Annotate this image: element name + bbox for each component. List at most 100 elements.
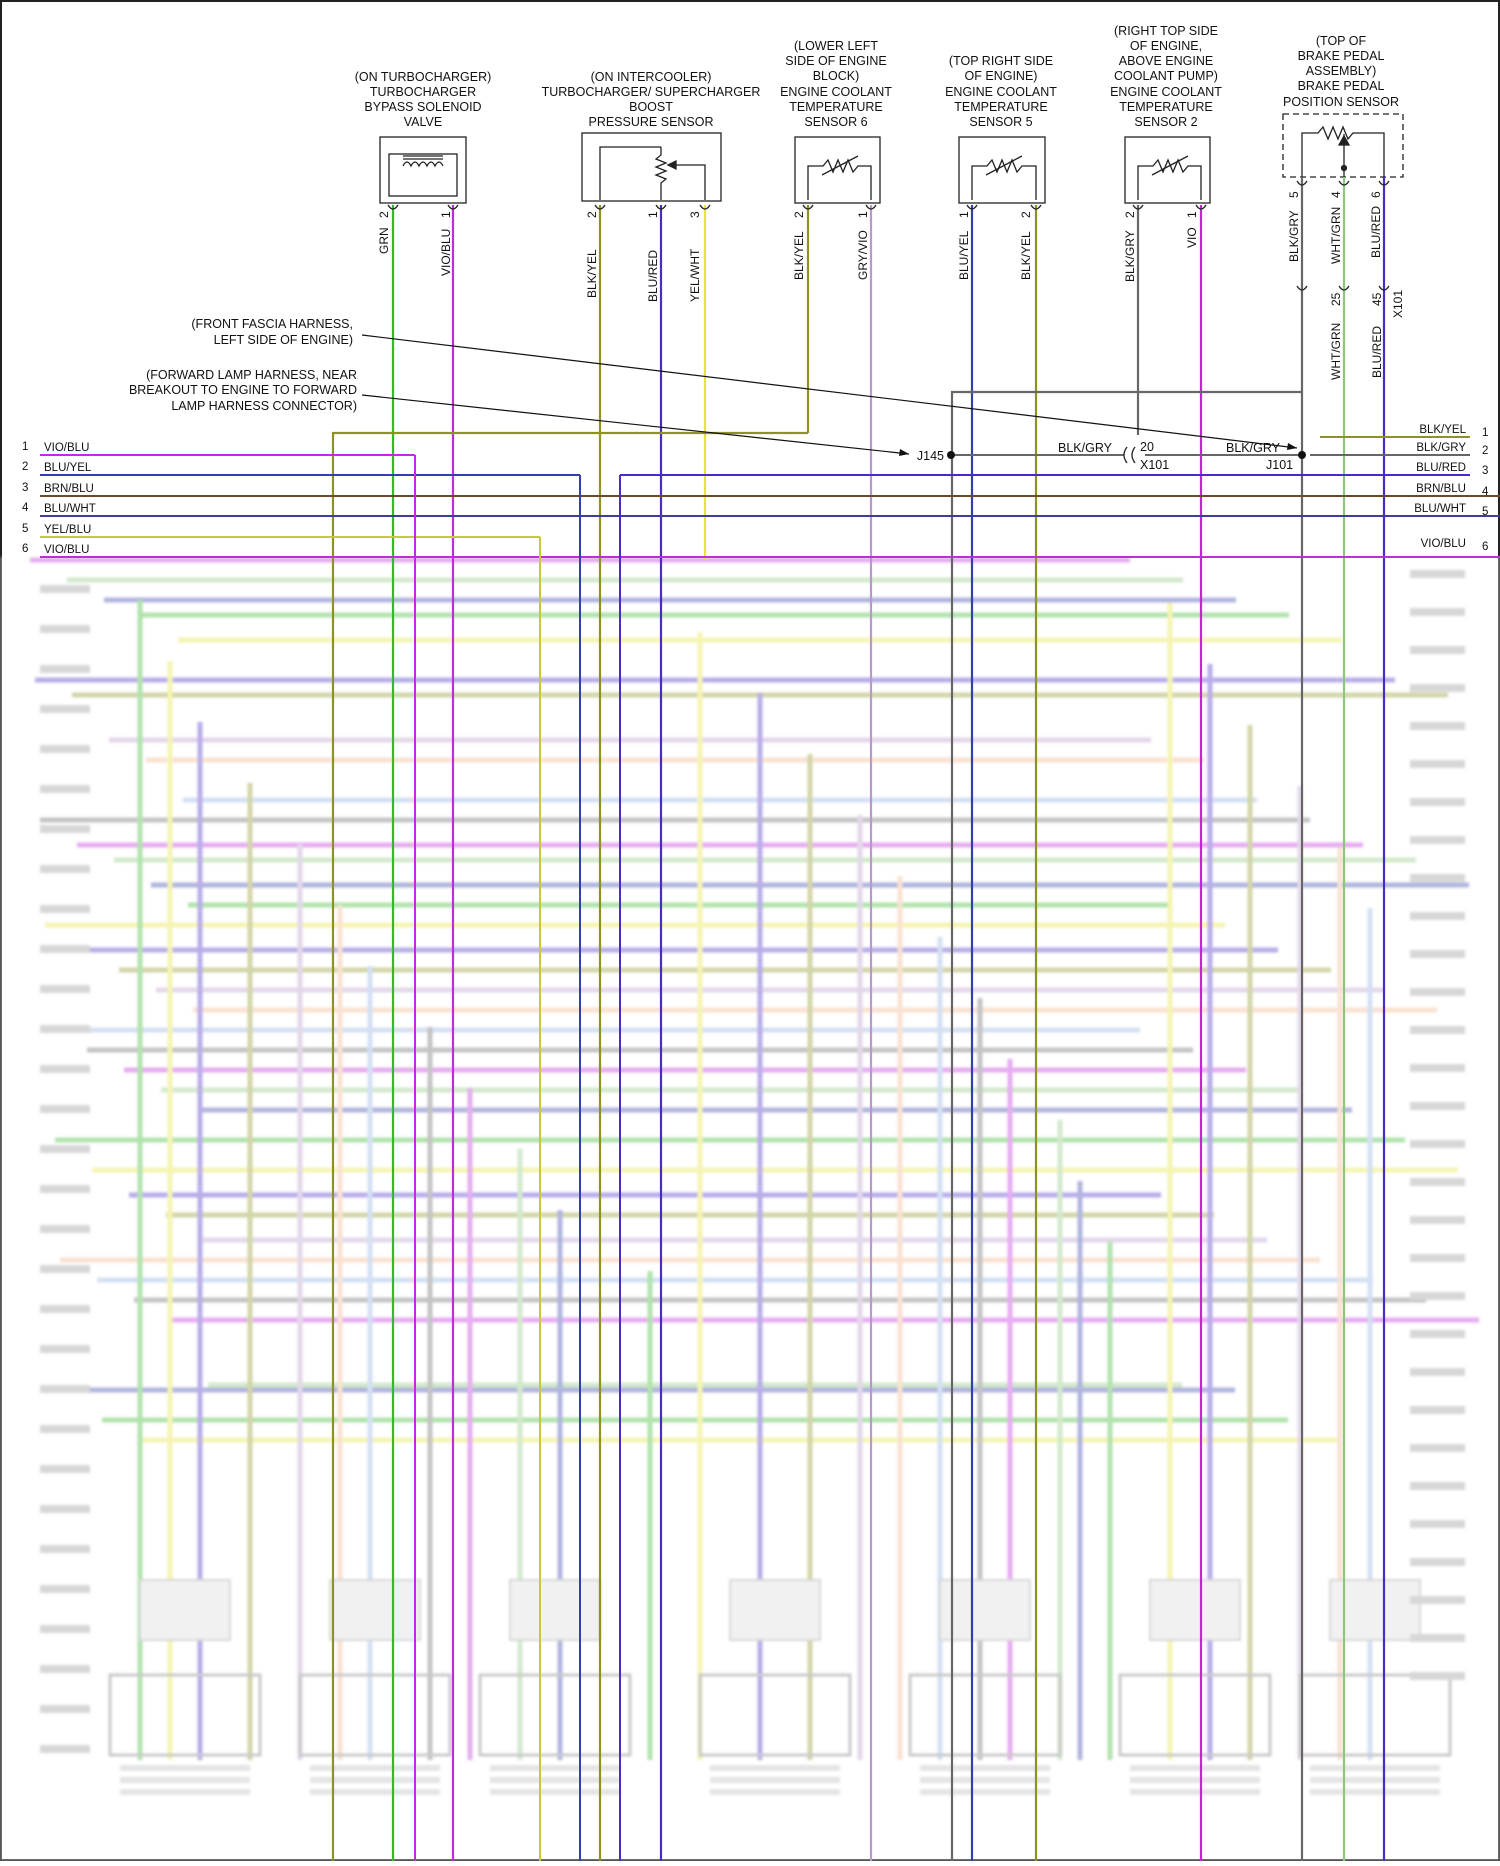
ect5-label-line: (TOP RIGHT SIDE bbox=[949, 54, 1053, 68]
bus-wire-label: BLU/YEL bbox=[44, 462, 92, 474]
wire-label: YEL/WHT bbox=[688, 248, 702, 302]
ect6-label-line: TEMPERATURE bbox=[789, 100, 883, 114]
obscured-label bbox=[1410, 1482, 1465, 1490]
obscured-label bbox=[40, 1185, 90, 1193]
obscured-label bbox=[40, 785, 90, 793]
obscured-label bbox=[40, 1385, 90, 1393]
wire-label: VIO/BLU bbox=[439, 229, 453, 276]
boost-pressure-sensor bbox=[581, 132, 722, 202]
bus-pin-number: 2 bbox=[22, 461, 28, 473]
obscured-caption bbox=[1130, 1789, 1260, 1795]
ect2-label-line: (RIGHT TOP SIDE bbox=[1114, 24, 1218, 38]
obscured-label bbox=[1410, 646, 1465, 654]
pin-number: 2 bbox=[585, 211, 599, 218]
bus-wire-label: BLU/WHT bbox=[44, 503, 96, 515]
bypass-label-line: BYPASS SOLENOID bbox=[364, 100, 481, 114]
obscured-caption bbox=[310, 1777, 440, 1783]
obscured-label bbox=[40, 1305, 90, 1313]
obscured-caption bbox=[120, 1777, 250, 1783]
obscured-label bbox=[40, 1665, 90, 1673]
ect2-label-line: ENGINE COOLANT bbox=[1110, 85, 1222, 99]
bus-wire-label: BRN/BLU bbox=[1416, 483, 1466, 495]
obscured-label bbox=[1410, 684, 1465, 692]
bus-pin-number: 3 bbox=[1482, 465, 1488, 477]
pin-number: 25 bbox=[1329, 292, 1343, 306]
splice-j145-label: J145 bbox=[917, 449, 944, 463]
connector-terminal bbox=[594, 204, 606, 210]
splice-wire-label: BLK/GRY bbox=[1058, 441, 1113, 455]
ect6-label-line: ENGINE COOLANT bbox=[780, 85, 892, 99]
pin-number: 1 bbox=[1185, 211, 1199, 218]
obscured-label bbox=[40, 985, 90, 993]
obscured-label bbox=[1410, 1444, 1465, 1452]
boost-label-line: TURBOCHARGER/ SUPERCHARGER bbox=[542, 85, 761, 99]
ect-sensor-5 bbox=[958, 136, 1046, 204]
obscured-lower-region bbox=[0, 557, 1500, 1861]
component-wire bbox=[950, 390, 1302, 1861]
obscured-label bbox=[1410, 798, 1465, 806]
obscured-component bbox=[478, 1673, 632, 1757]
obscured-label bbox=[1410, 570, 1465, 578]
obscured-label bbox=[40, 745, 90, 753]
obscured-component bbox=[298, 1673, 452, 1757]
obscured-connector bbox=[729, 1579, 821, 1641]
obscured-caption bbox=[710, 1765, 840, 1771]
forward-lamp-note: LAMP HARNESS CONNECTOR) bbox=[171, 399, 357, 413]
obscured-label bbox=[1410, 1634, 1465, 1642]
obscured-caption bbox=[490, 1777, 620, 1783]
bus-pin-number: 3 bbox=[22, 482, 28, 494]
bus-labels: 1 VIO/BLU 2 BLU/YEL 3 BRN/BLU 4 BLU/WHT 5 YEL/BLU… bbox=[22, 424, 1489, 556]
bus-wire-label: BRN/BLU bbox=[44, 483, 94, 495]
obscured-label bbox=[40, 1105, 90, 1113]
wire-label: BLU/RED bbox=[646, 250, 660, 302]
obscured-label bbox=[40, 1545, 90, 1553]
obscured-label bbox=[1410, 988, 1465, 996]
bus-wire-label: VIO/BLU bbox=[44, 442, 89, 454]
connector-terminal bbox=[865, 204, 877, 210]
component-label-boost: (ON INTERCOOLER) TURBOCHARGER/ SUPERCHAR… bbox=[542, 70, 761, 129]
obscured-component bbox=[1118, 1673, 1272, 1757]
bypass-label-line: TURBOCHARGER bbox=[370, 85, 476, 99]
wire-label: BLK/YEL bbox=[1019, 231, 1033, 280]
obscured-label bbox=[40, 865, 90, 873]
splice-j101-label: J101 bbox=[1266, 458, 1293, 472]
splice-wire-label: BLK/GRY bbox=[1226, 441, 1281, 455]
ect5-label-line: TEMPERATURE bbox=[954, 100, 1048, 114]
obscured-label bbox=[1410, 1064, 1465, 1072]
bpp-label-line: (TOP OF bbox=[1316, 34, 1367, 48]
obscured-label bbox=[40, 1345, 90, 1353]
splice-j145-dot bbox=[947, 451, 955, 459]
obscured-caption bbox=[1310, 1765, 1440, 1771]
bus-wire-label: VIO/BLU bbox=[44, 544, 89, 556]
wire-label: VIO bbox=[1185, 227, 1199, 248]
obscured-label bbox=[1410, 1596, 1465, 1604]
obscured-label bbox=[40, 1425, 90, 1433]
forward-lamp-note: BREAKOUT TO ENGINE TO FORWARD bbox=[129, 383, 357, 397]
ect2-label-line: OF ENGINE, bbox=[1130, 39, 1202, 53]
obscured-label bbox=[40, 1745, 90, 1753]
pin-numbers: 2 1 2 1 3 2 1 1 2 2 1 5 4 6 25 45 X101 bbox=[377, 191, 1405, 318]
obscured-caption bbox=[710, 1777, 840, 1783]
bpp-label-line: BRAKE PEDAL bbox=[1298, 49, 1385, 63]
wire-label: WHT/GRN bbox=[1329, 207, 1343, 264]
connector-terminal bbox=[1132, 204, 1144, 210]
obscured-label bbox=[40, 905, 90, 913]
fade-overlay-bg bbox=[0, 557, 1500, 1861]
obscured-caption bbox=[1310, 1777, 1440, 1783]
ect2-label-line: TEMPERATURE bbox=[1119, 100, 1213, 114]
obscured-label bbox=[1410, 608, 1465, 616]
connector-terminal bbox=[1378, 180, 1390, 186]
bus-pin-number: 5 bbox=[1482, 506, 1488, 518]
connector-terminal bbox=[387, 204, 399, 210]
x101-pin-label: 20 bbox=[1140, 440, 1154, 454]
connector-terminal bbox=[447, 204, 459, 210]
obscured-label bbox=[1410, 950, 1465, 958]
obscured-caption bbox=[1130, 1777, 1260, 1783]
pin-number: 1 bbox=[439, 211, 453, 218]
bus-wire-label: BLK/GRY bbox=[1416, 442, 1466, 454]
pin-number: 2 bbox=[792, 211, 806, 218]
wire-label: BLK/GRY bbox=[1287, 210, 1301, 262]
bpp-label-line: BRAKE PEDAL bbox=[1298, 79, 1385, 93]
connector-terminal bbox=[1296, 285, 1308, 291]
obscured-label bbox=[40, 945, 90, 953]
